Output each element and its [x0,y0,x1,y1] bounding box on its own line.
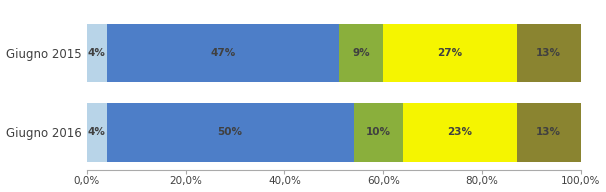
Text: 47%: 47% [210,48,235,58]
Bar [516,24,581,82]
Bar [107,24,339,82]
Bar [516,103,581,161]
Bar [87,24,107,82]
Text: 27%: 27% [438,48,462,58]
Text: 9%: 9% [352,48,370,58]
Text: 23%: 23% [447,127,472,137]
Text: 13%: 13% [536,127,561,137]
Bar [107,103,353,161]
Bar [383,24,516,82]
Bar [403,103,516,161]
Text: 4%: 4% [88,48,105,58]
Bar [339,24,383,82]
Bar [87,103,107,161]
Text: 50%: 50% [218,127,242,137]
Bar [353,103,403,161]
Text: 4%: 4% [88,127,105,137]
Text: 10%: 10% [366,127,391,137]
Text: 13%: 13% [536,48,561,58]
